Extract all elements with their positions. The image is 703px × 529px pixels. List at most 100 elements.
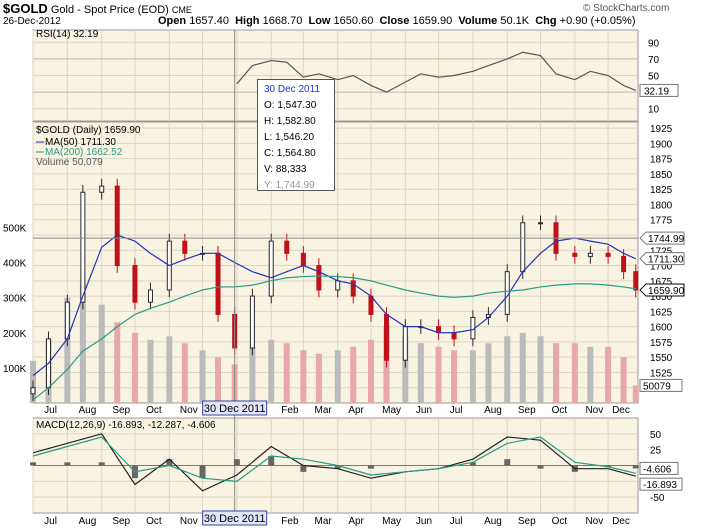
volume-tick: 200K [3, 329, 27, 340]
macd-line [32, 433, 636, 492]
volume-bar [632, 385, 639, 403]
price-y-tick: 1850 [650, 170, 673, 181]
candle-body [215, 252, 221, 315]
price-label: 1711.30 [648, 255, 684, 266]
candle-body [99, 185, 105, 193]
instrument-name: Gold - Spot Price (EOD) [50, 4, 169, 16]
macd-histogram-bar [300, 465, 307, 472]
price-label-box [639, 231, 685, 245]
crosshair-date-box [202, 400, 268, 416]
price-y-tick: 1825 [650, 185, 673, 196]
macd-histogram-bar [30, 462, 36, 466]
price-y-tick: 1675 [650, 277, 673, 288]
volume-bar [64, 297, 71, 403]
candle-body [147, 289, 153, 303]
volume-bar [166, 336, 173, 403]
rsi-y-tick: 90 [648, 38, 660, 49]
volume-tick: 300K [3, 294, 27, 305]
x-tick-label: Oct [146, 405, 162, 416]
candle-body [316, 265, 322, 291]
candle-body [383, 313, 389, 361]
symbol: $GOLD [3, 1, 48, 16]
rsi-y-tick: 10 [648, 105, 660, 116]
chg-label: Chg [535, 15, 557, 27]
price-label: 1744.99 [648, 234, 685, 245]
candle-body [368, 295, 374, 315]
candle-body [132, 265, 138, 303]
price-y-tick: 1550 [650, 353, 673, 364]
volume-legend: Volume 50,079 [36, 157, 103, 168]
macd-x-tick-label: Oct [146, 516, 162, 527]
tooltip-high: H: 1,582.80 [264, 116, 316, 127]
x-tick-label: Apr [348, 405, 364, 416]
macd-histogram-bar [367, 465, 374, 469]
volume-bar [435, 346, 442, 403]
price-label: 1659.90 [648, 286, 685, 297]
macd-x-tick-label: Aug [79, 516, 97, 527]
macd-signal-line [32, 436, 636, 482]
macd-histogram-bar [98, 462, 105, 466]
volume-bar [131, 332, 138, 403]
volume-bar [402, 336, 409, 403]
macd-y-tick: 50 [650, 430, 662, 441]
ohlc-line: Open 1657.40 High 1668.70 Low 1650.60 Cl… [158, 15, 636, 27]
candle-body [587, 252, 593, 257]
tooltip-y: Y: 1,744.99 [264, 180, 315, 191]
volume-bar [199, 350, 206, 403]
volume-bar [98, 304, 105, 403]
price-label-box [639, 283, 685, 297]
chg-value: +0.90 (+0.05%) [559, 15, 636, 27]
candle-body [572, 252, 578, 257]
macd-x-tick-label: Aug [484, 516, 502, 527]
macd-legend: MACD(12,26,9) -16.893, -12.287, -4.606 [36, 420, 216, 431]
volume-bar [181, 343, 188, 403]
high-label: High [235, 15, 260, 27]
macd-x-tick-label: Jul [450, 516, 463, 527]
volume-last-value: 50079 [643, 381, 671, 392]
volume-bar [504, 336, 511, 403]
macd-y-tick: 25 [650, 446, 662, 457]
ma200-legend: MA(200) 1662.52 [45, 147, 123, 158]
x-tick-label: Aug [79, 405, 97, 416]
macd-x-tick-label: Feb [281, 516, 299, 527]
chart-header: $GOLD Gold - Spot Price (EOD) CME [3, 1, 192, 16]
macd-histogram-bar [334, 465, 341, 469]
candle-body [249, 295, 255, 349]
price-y-tick: 1650 [650, 292, 673, 303]
price-y-tick: 1700 [650, 262, 673, 273]
low-label: Low [308, 15, 331, 27]
price-label-box [639, 252, 685, 266]
macd-x-tick-label: Jun [416, 516, 432, 527]
candle-body [537, 222, 543, 225]
high-value: 1668.70 [262, 15, 303, 27]
macd-histogram-bar [632, 465, 639, 469]
price-y-tick: 1625 [650, 307, 673, 318]
volume-bar [249, 346, 256, 403]
macd-histogram-bar [469, 462, 476, 466]
candle-body [520, 222, 526, 273]
price-legend-symbol: $GOLD (Daily) 1659.90 [36, 125, 141, 136]
tooltip-volume: V: 88,333 [264, 164, 307, 175]
volume-bar [367, 339, 374, 403]
price-y-tick: 1725 [650, 246, 673, 257]
ma50-line [32, 234, 637, 376]
volume-bar [350, 346, 357, 403]
price-y-tick: 1525 [650, 368, 673, 379]
candle-body [621, 255, 627, 273]
price-y-tick: 1800 [650, 200, 673, 211]
macd-histogram-bar [268, 456, 275, 466]
candle-body [268, 240, 274, 297]
volume-bar [485, 343, 492, 403]
close-label: Close [379, 15, 410, 27]
x-tick-label: Nov [585, 405, 603, 416]
candle-body [284, 240, 290, 254]
volume-bar [300, 350, 307, 403]
macd-x-tick-label: Oct [552, 516, 568, 527]
volume-bar [283, 343, 290, 403]
x-tick-label: Dec [612, 405, 630, 416]
volume-tick: 500K [3, 223, 27, 234]
candle-body [350, 280, 356, 297]
x-tick-label: Mar [315, 405, 333, 416]
volume-tick: 100K [3, 364, 27, 375]
macd-y-tick: -50 [650, 493, 665, 504]
